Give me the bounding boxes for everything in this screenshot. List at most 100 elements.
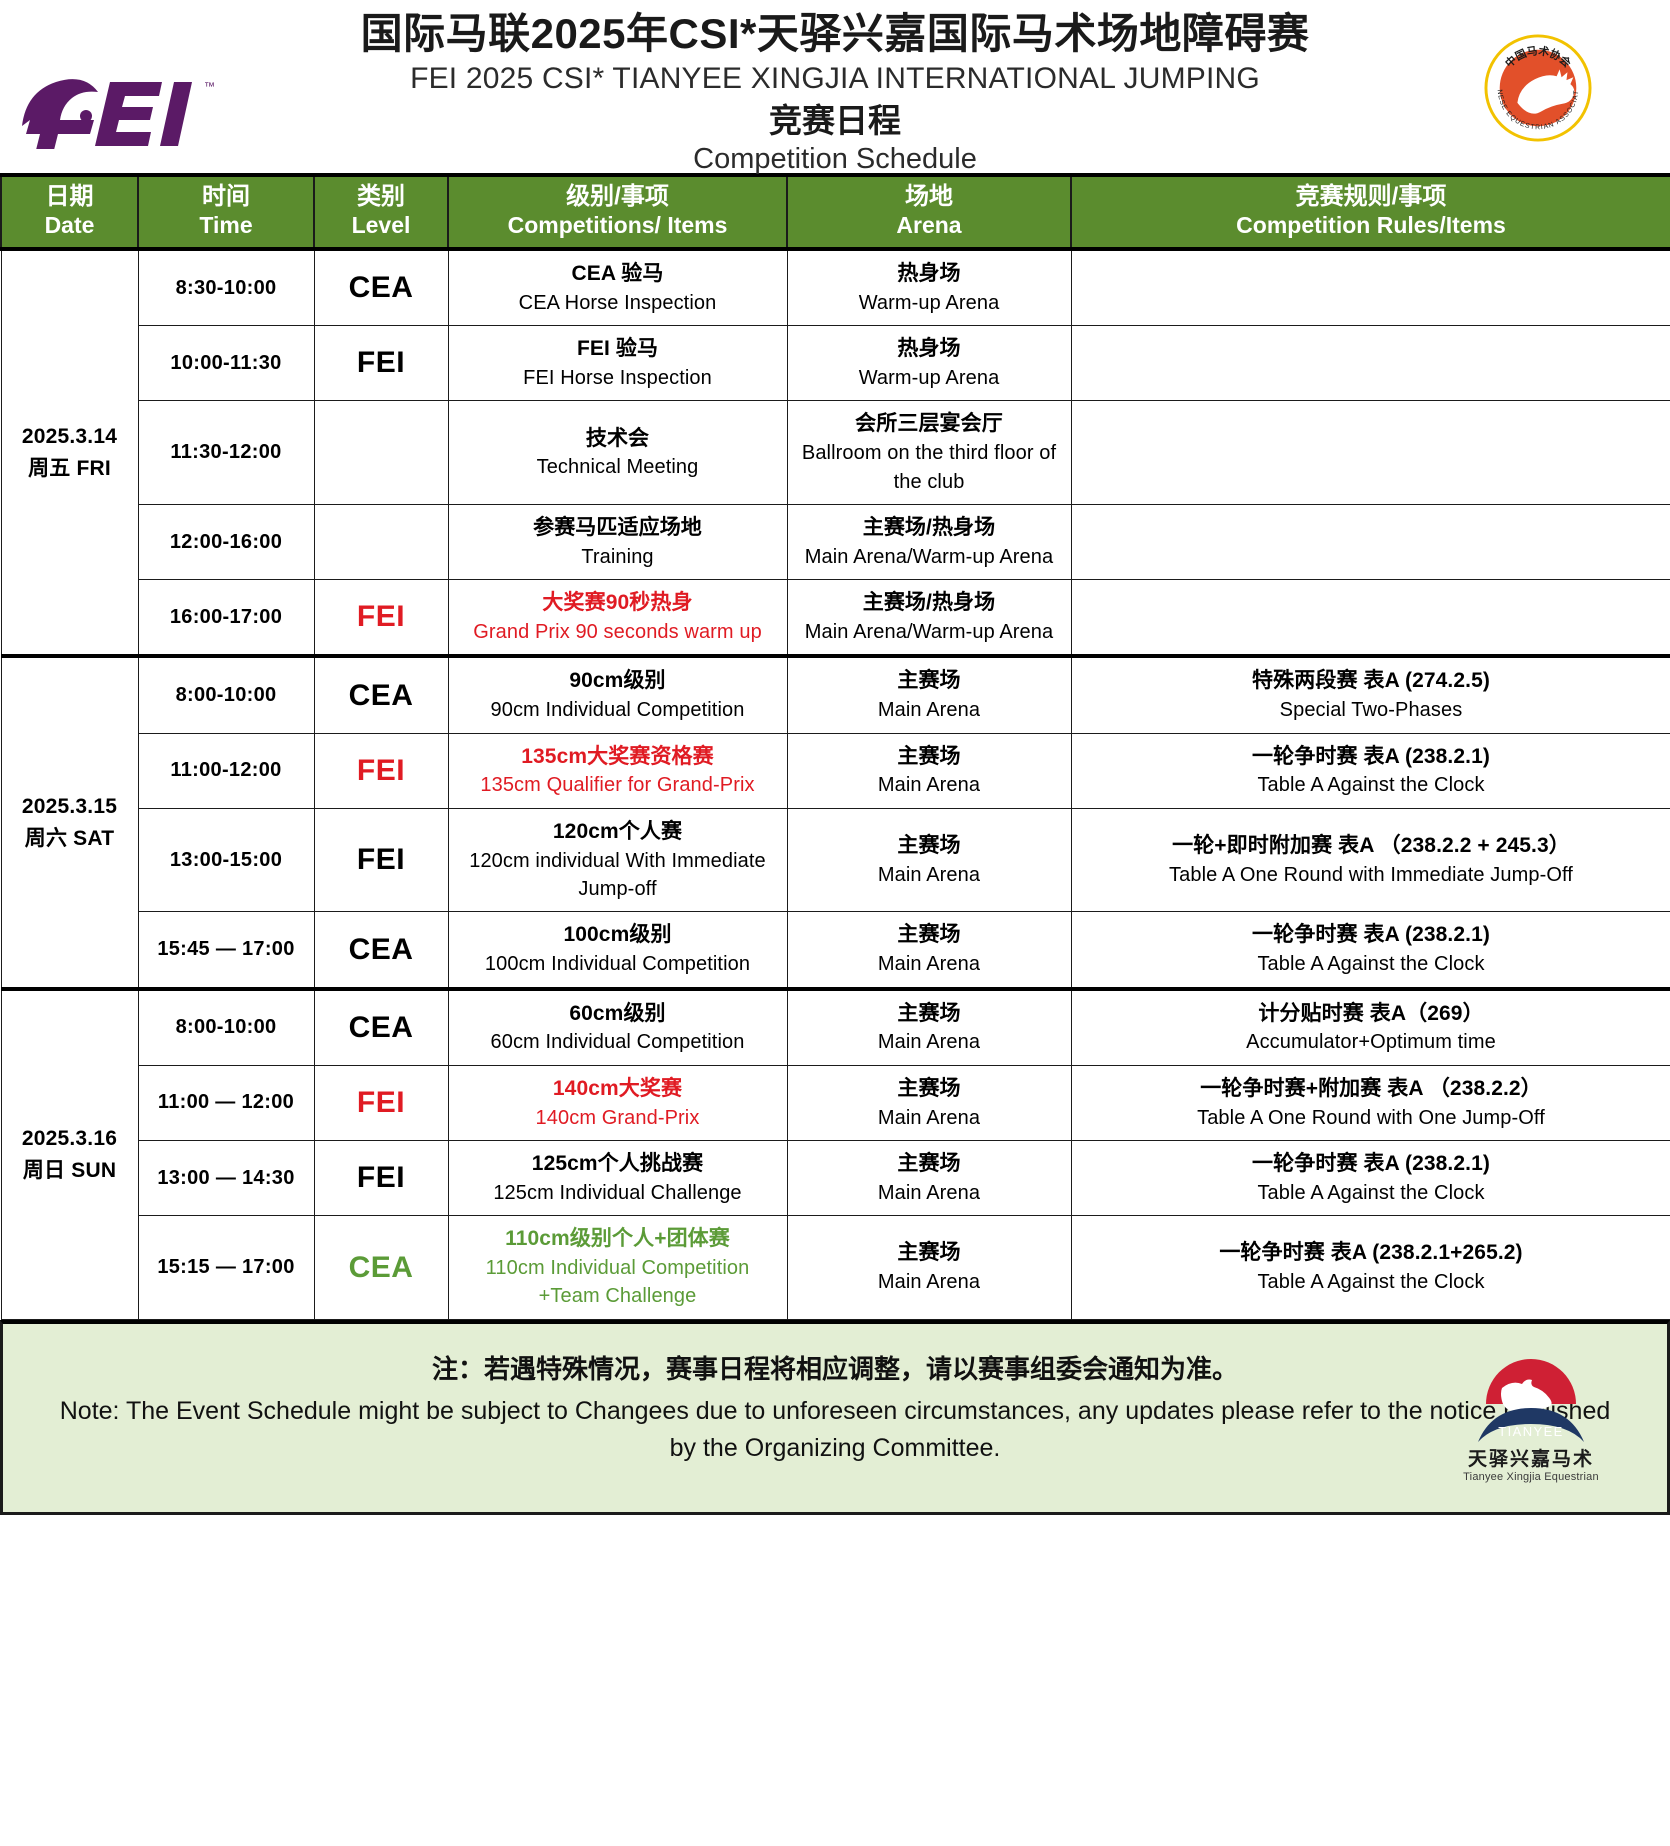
competition-cell-en: 140cm Grand-Prix (535, 1106, 700, 1129)
competition-cell-cn: 110cm级别个人+团体赛 (505, 1227, 730, 1251)
level-cell: CEA (313, 654, 449, 734)
competition-cell-cn: 140cm大奖赛 (552, 1076, 683, 1100)
arena-cell-cn: 热身场 (897, 337, 961, 361)
arena-cell-en: Main Arena (877, 953, 981, 976)
col-header-en: Date (44, 211, 95, 238)
rules-cell-en: Accumulator+Optimum time (1246, 1031, 1496, 1054)
competition-cell-cn: FEI 验马 (576, 337, 659, 361)
competition-cell: 135cm大奖赛资格赛 135cm Qualifier for Grand-Pri… (447, 732, 788, 809)
date-line-1: 2025.3.14 (21, 425, 118, 449)
table-row: 2025.3.14 周五 FRI 8:30-10:00 CEA CEA 验马 CEA Ho… (0, 246, 1670, 657)
rules-cell (1070, 400, 1670, 505)
col-header-0: 日期 Date (0, 177, 139, 250)
arena-cell-cn: 主赛场 (897, 669, 961, 693)
date-cell: 2025.3.14 周五 FRI (0, 246, 139, 657)
rules-cell-en: Table A Against the Clock (1257, 1181, 1485, 1204)
table-row: 11:30-12:00 技术会 Technical Meeting 会所三层宴会厅 Ba… (1, 400, 1670, 505)
arena-cell-cn: 主赛场/热身场 (862, 591, 996, 615)
date-line-2: 周六 SAT (24, 826, 115, 850)
arena-cell-en: Main Arena (877, 863, 981, 886)
table-row: 13:00-15:00 FEI 120cm个人赛 120cm individual W… (1, 807, 1670, 913)
competition-cell: 120cm个人赛 120cm individual With Immediate … (447, 807, 788, 913)
competition-cell-cn: 135cm大奖赛资格赛 (521, 744, 714, 768)
date-line-2: 周五 FRI (28, 456, 111, 480)
competition-cell-en: 125cm Individual Challenge (493, 1181, 742, 1204)
tianyee-name-en: Tianyee Xingjia Equestrian (1463, 1470, 1599, 1483)
level-cell: FEI (313, 1140, 449, 1217)
arena-cell-en: Main Arena/Warm-up Arena (804, 545, 1054, 568)
competition-cell-en: 100cm Individual Competition (484, 953, 751, 976)
arena-cell: 会所三层宴会厅 Ballroom on the third floor of th… (786, 400, 1072, 505)
rules-cell-cn: 一轮争时赛 表A (238.2.1+265.2) (1219, 1241, 1523, 1265)
competition-cell: 90cm级别 90cm Individual Competition (447, 654, 788, 734)
rules-cell (1070, 325, 1670, 402)
cea-logo: 中国马术协会 CHINESE EQUESTRIAN ASSOCIATION (1484, 34, 1592, 142)
time-cell: 8:00-10:00 (137, 986, 315, 1066)
col-header-3: 级别/事项 Competitions/ Items (447, 177, 788, 250)
arena-cell-en: Warm-up Arena (858, 291, 1000, 314)
competition-cell: CEA 验马 CEA Horse Inspection (447, 247, 788, 327)
competition-cell: 参赛马匹适应场地 Training (447, 503, 788, 581)
rules-cell (1070, 503, 1670, 581)
level-cell: CEA (313, 1215, 449, 1320)
rules-cell: 一轮争时赛 表A (238.2.1) Table A Against the Cl… (1070, 1140, 1670, 1217)
footer-note-box: 注：若遇特殊情况，赛事日程将相应调整，请以赛事组委会通知为准。 Note: Th… (0, 1319, 1670, 1515)
competition-cell-cn: 100cm级别 (563, 923, 672, 947)
rules-cell-cn: 一轮争时赛 表A (238.2.1) (1252, 923, 1490, 947)
time-cell: 8:30-10:00 (137, 247, 315, 327)
rules-cell-cn: 一轮争时赛+附加赛 表A （238.2.2） (1200, 1076, 1542, 1100)
arena-cell-cn: 主赛场 (897, 744, 961, 768)
arena-cell: 主赛场 Main Arena (786, 1064, 1072, 1142)
footer-note-en: Note: The Event Schedule might be subjec… (59, 1396, 1611, 1462)
table-row: 2025.3.16 周日 SUN 8:00-10:00 CEA 60cm级别 60cm I… (0, 986, 1670, 1320)
arena-cell-en: Main Arena (877, 774, 981, 797)
tianyee-mark-icon: TIANYEE (1478, 1358, 1584, 1442)
arena-cell-en: Ballroom on the third floor of the club (801, 442, 1057, 493)
arena-cell-en: Main Arena (877, 1106, 981, 1129)
col-header-cn: 级别/事项 (566, 183, 669, 211)
competition-cell-cn: 60cm级别 (569, 1001, 666, 1025)
event-subtitle-cn: 竞赛日程 (769, 102, 901, 140)
competition-cell: 125cm个人挑战赛 125cm Individual Challenge (447, 1140, 788, 1217)
time-cell: 15:15 — 17:00 (137, 1215, 315, 1320)
competition-cell-en: 90cm Individual Competition (490, 699, 745, 722)
rules-cell-en: Table A Against the Clock (1257, 953, 1485, 976)
competition-cell-cn: 90cm级别 (569, 669, 666, 693)
rules-cell-cn: 一轮争时赛 表A (238.2.1) (1252, 1152, 1490, 1176)
competition-cell-en: Grand Prix 90 seconds warm up (473, 621, 762, 644)
col-header-en: Competition Rules/Items (1236, 211, 1506, 238)
arena-cell-cn: 会所三层宴会厅 (855, 412, 1003, 436)
arena-cell-en: Main Arena/Warm-up Arena (804, 621, 1054, 644)
time-cell: 11:00 — 12:00 (137, 1064, 315, 1142)
competition-cell-en: 135cm Qualifier for Grand-Prix (480, 774, 755, 797)
arena-cell-en: Main Arena (877, 699, 981, 722)
arena-cell: 主赛场/热身场 Main Arena/Warm-up Arena (786, 503, 1072, 581)
date-cell: 2025.3.15 周六 SAT (0, 654, 139, 990)
level-cell (313, 400, 449, 505)
date-line-2: 周日 SUN (22, 1158, 117, 1182)
date-cell: 2025.3.16 周日 SUN (0, 986, 139, 1320)
col-header-cn: 类别 (357, 183, 405, 211)
time-cell: 15:45 — 17:00 (137, 911, 315, 990)
arena-cell-en: Main Arena (877, 1031, 981, 1054)
date-line-1: 2025.3.15 (21, 795, 118, 818)
rules-cell-en: Table A One Round with One Jump-Off (1197, 1106, 1545, 1129)
footer-note-cn: 注：若遇特殊情况，赛事日程将相应调整，请以赛事组委会通知为准。 (431, 1353, 1238, 1384)
rules-cell: 一轮争时赛 表A (238.2.1+265.2) Table A Against … (1070, 1215, 1670, 1320)
table-row: 11:00 — 12:00 FEI 140cm大奖赛 140cm Grand-Prix… (1, 1064, 1670, 1142)
table-row: 15:45 — 17:00 CEA 100cm级别 100cm Individual … (1, 911, 1670, 990)
arena-cell: 主赛场 Main Arena (786, 911, 1072, 990)
rules-cell (1070, 247, 1670, 327)
table-body: 2025.3.14 周五 FRI 8:30-10:00 CEA CEA 验马 CEA Ho… (0, 246, 1670, 1320)
rules-cell: 一轮争时赛 表A (238.2.1) Table A Against the Cl… (1070, 732, 1670, 809)
competition-cell: 140cm大奖赛 140cm Grand-Prix (447, 1064, 788, 1142)
time-cell: 16:00-17:00 (137, 579, 315, 657)
col-header-cn: 时间 (202, 183, 250, 211)
col-header-cn: 日期 (45, 183, 94, 211)
arena-cell-cn: 主赛场 (897, 834, 961, 857)
table-row: 13:00 — 14:30 FEI 125cm个人挑战赛 125cm Individu… (1, 1140, 1670, 1217)
time-cell: 11:00-12:00 (137, 732, 315, 809)
rules-cell-cn: 计分贴时赛 表A（269） (1258, 1001, 1484, 1025)
level-cell: CEA (313, 911, 449, 990)
col-header-cn: 竞赛规则/事项 (1295, 183, 1447, 211)
